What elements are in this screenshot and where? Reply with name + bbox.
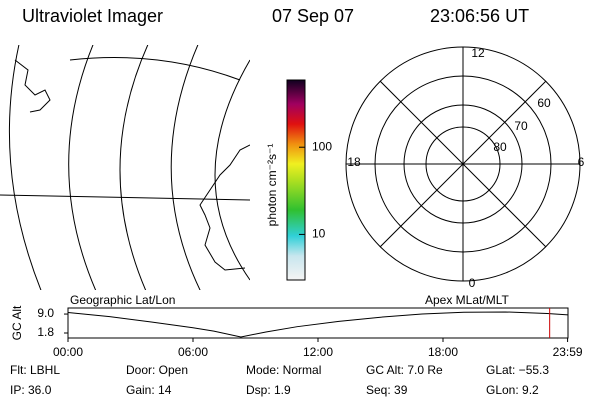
lat-label: 70: [514, 119, 528, 133]
time: 23:06:56 UT: [430, 6, 529, 26]
lat-label: 80: [493, 140, 507, 154]
status-field: GLon: 9.2: [486, 383, 539, 397]
status-field: GLat: −55.3: [486, 363, 549, 377]
mlt-label: 18: [347, 155, 361, 169]
date: 07 Sep 07: [272, 6, 354, 26]
status-field: Seq: 39: [366, 383, 408, 397]
x-tick-label: 18:00: [428, 345, 458, 359]
y-axis-label: GC Alt: [10, 305, 24, 340]
title: Ultraviolet Imager: [22, 6, 163, 26]
mlt-label: 0: [469, 276, 476, 290]
map-label: Geographic Lat/Lon: [70, 293, 175, 307]
mlt-label: 12: [471, 46, 485, 60]
status-field: Dsp: 1.9: [246, 383, 291, 397]
status-field: Flt: LBHL: [10, 363, 60, 377]
altitude-line: [67, 311, 569, 338]
colorbar: [286, 79, 306, 281]
footer: Flt: LBHL Door: Open Mode: Normal GC Alt: 7…: [10, 363, 549, 397]
colorbar-tick-label: 100: [312, 139, 332, 153]
status-field: Door: Open: [126, 363, 188, 377]
y-tick-label: 1.8: [37, 325, 54, 339]
lat-label: 60: [537, 96, 551, 110]
x-tick-label: 06:00: [178, 345, 208, 359]
map-label: Apex MLat/MLT: [425, 293, 509, 307]
status-field: Mode: Normal: [246, 363, 321, 377]
y-tick-label: 9.0: [37, 306, 54, 320]
polar-plot: 12 18 6 0 60 70 80: [345, 46, 585, 290]
x-tick-label: 12:00: [303, 345, 333, 359]
colorbar-label: photon cm⁻²s⁻¹: [265, 144, 279, 227]
status-field: IP: 36.0: [10, 383, 52, 397]
mlt-label: 6: [578, 155, 585, 169]
colorbar-tick-label: 10: [312, 227, 326, 241]
map: [0, 45, 250, 290]
status-field: Gain: 14: [126, 383, 172, 397]
x-tick-label: 00:00: [53, 345, 83, 359]
x-tick-label: 23:59: [553, 345, 583, 359]
status-field: GC Alt: 7.0 Re: [366, 363, 443, 377]
